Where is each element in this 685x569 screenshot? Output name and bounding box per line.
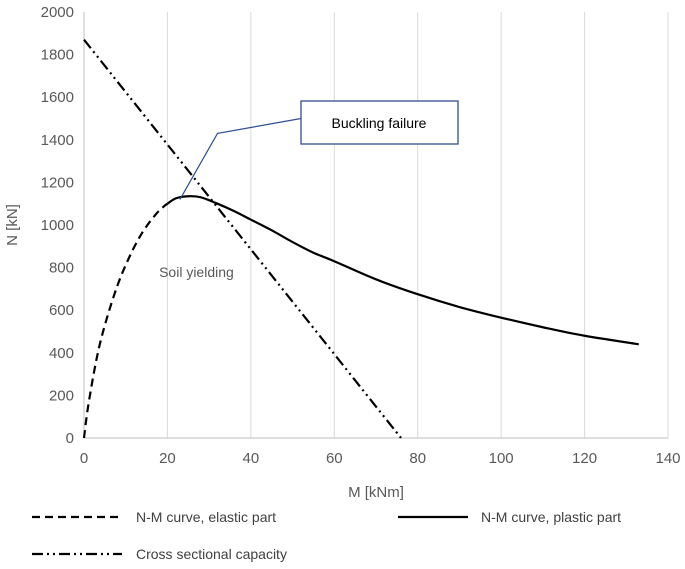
legend-label-1: N-M curve, plastic part bbox=[481, 509, 621, 525]
series-line-1 bbox=[166, 195, 639, 346]
x-axis-title: M [kNm] bbox=[348, 484, 404, 501]
x-tick-label: 20 bbox=[159, 450, 176, 467]
axes bbox=[83, 12, 668, 439]
y-tick-label: 1400 bbox=[41, 132, 74, 149]
y-axis-title: N [kN] bbox=[4, 204, 21, 246]
x-tick-label: 40 bbox=[243, 450, 260, 467]
x-tick-label: 80 bbox=[409, 450, 426, 467]
annotations: Soil yielding Buckling failure bbox=[159, 100, 459, 280]
y-tick-label: 2000 bbox=[41, 4, 74, 21]
y-tick-label: 1200 bbox=[41, 174, 74, 191]
callout-pointer bbox=[179, 117, 302, 200]
x-tick-label: 0 bbox=[80, 450, 88, 467]
y-tick-label: 800 bbox=[49, 260, 74, 277]
callout-label-buckling: Buckling failure bbox=[332, 115, 427, 131]
grid-lines bbox=[166, 12, 669, 438]
x-tick-label: 60 bbox=[326, 450, 343, 467]
x-tick-label: 100 bbox=[489, 450, 514, 467]
tick-labels: 0 200 400 600 800 1000 1200 1400 1600 1800 2000 0 20… bbox=[4, 4, 681, 501]
series-line-2 bbox=[83, 39, 402, 439]
y-tick-label: 1800 bbox=[41, 47, 74, 64]
y-tick-label: 1000 bbox=[41, 217, 74, 234]
y-tick-label: 400 bbox=[49, 345, 74, 362]
y-tick-label: 1600 bbox=[41, 89, 74, 106]
y-tick-label: 200 bbox=[49, 387, 74, 404]
legend-label-0: N-M curve, elastic part bbox=[136, 509, 276, 525]
series-line-0 bbox=[82, 202, 169, 439]
x-tick-label: 120 bbox=[572, 450, 597, 467]
y-tick-label: 600 bbox=[49, 302, 74, 319]
legend-label-2: Cross sectional capacity bbox=[136, 546, 287, 562]
y-tick-label: 0 bbox=[66, 430, 74, 447]
legend: N-M curve, elastic part N-M curve, plasti… bbox=[32, 509, 621, 562]
annotation-soil-yielding: Soil yielding bbox=[159, 264, 234, 280]
data-series bbox=[82, 39, 639, 439]
x-tick-label: 140 bbox=[655, 450, 680, 467]
callout-box bbox=[300, 100, 459, 145]
